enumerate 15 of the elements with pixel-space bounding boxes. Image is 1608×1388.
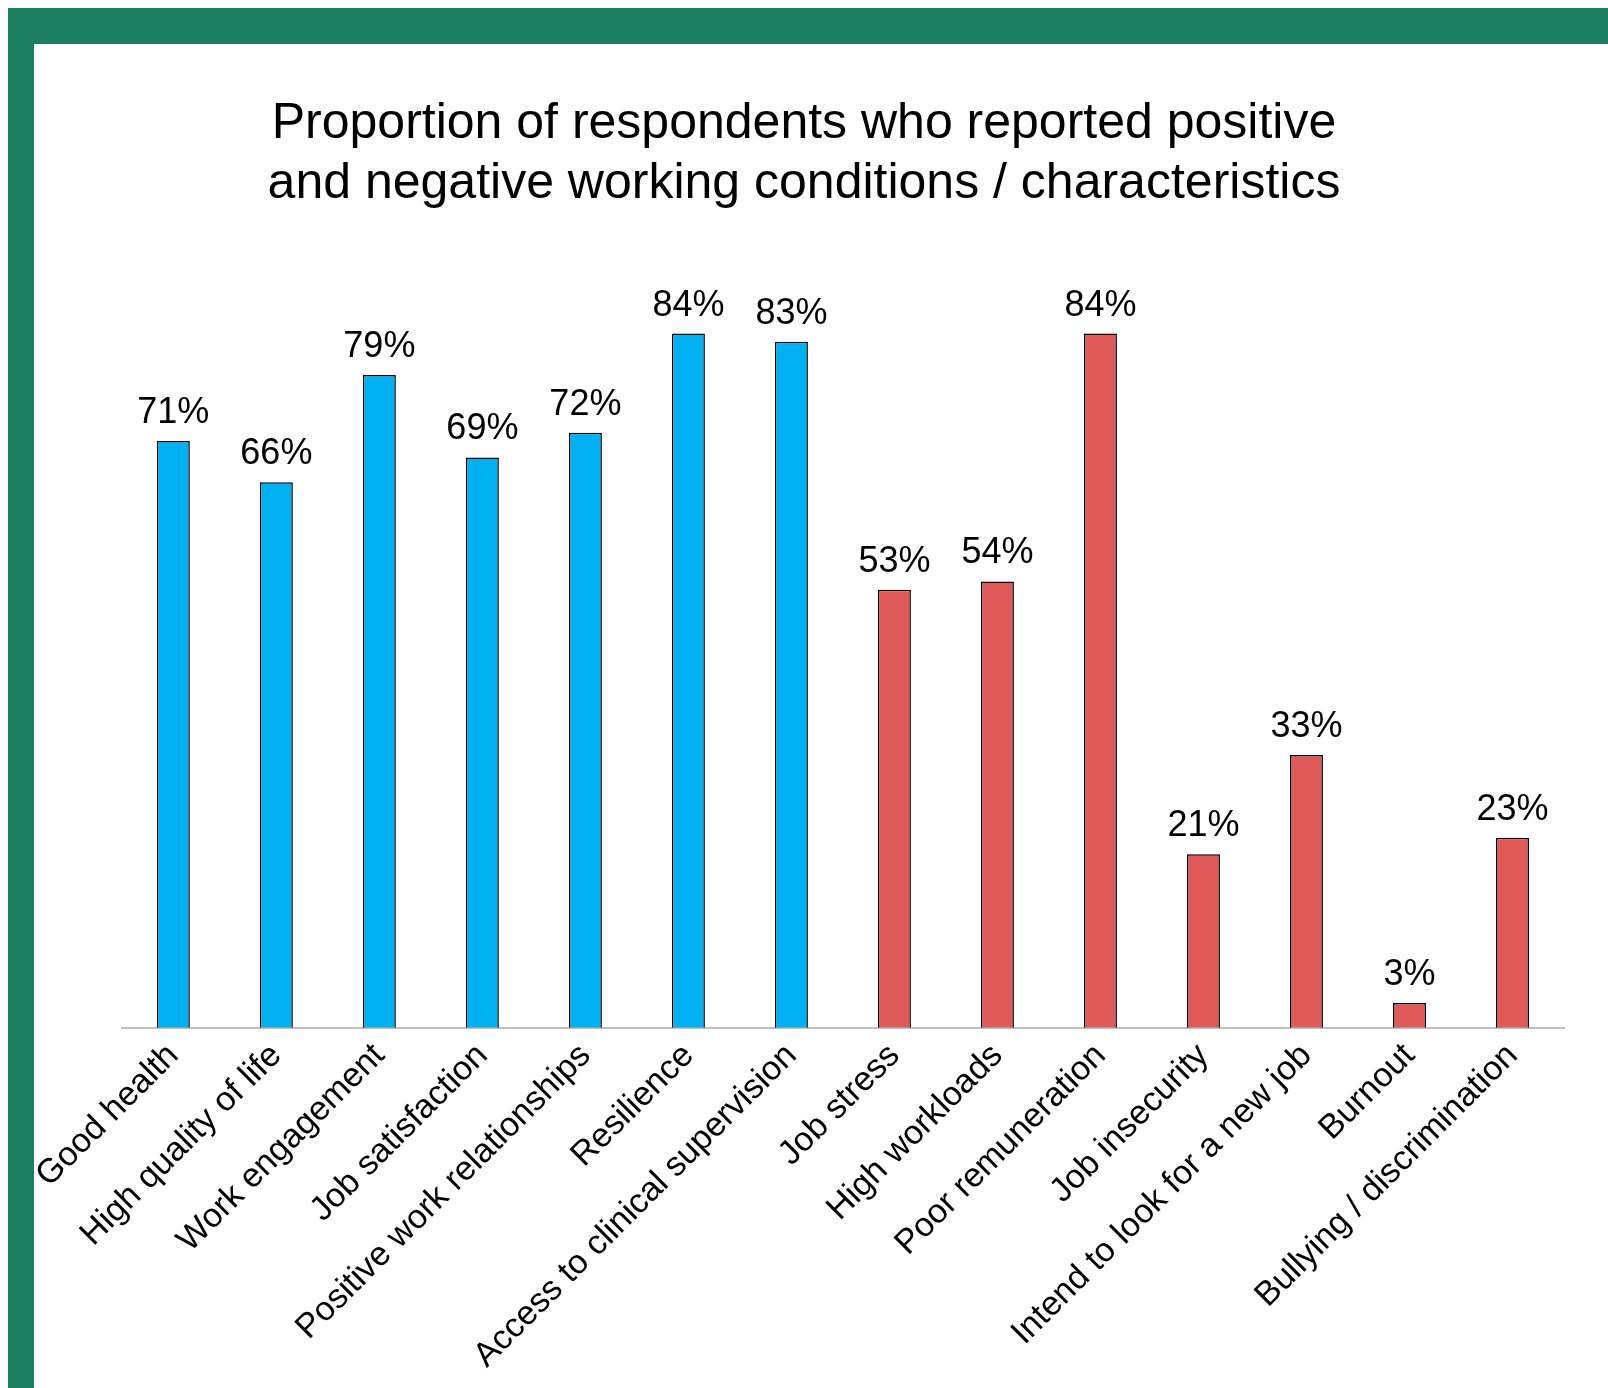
- data-label: 33%: [1270, 704, 1343, 746]
- data-label: 84%: [1064, 282, 1137, 324]
- data-label: 54%: [961, 530, 1034, 572]
- data-label: 21%: [1167, 803, 1240, 845]
- data-label: 66%: [240, 431, 313, 473]
- data-label: 84%: [652, 282, 725, 324]
- data-label: 72%: [549, 381, 622, 423]
- data-label: 3%: [1383, 951, 1436, 993]
- chart-title: Proportion of respondents who reported positive and negative working conditions / characteristics: [267, 92, 1341, 209]
- data-label: 71%: [137, 389, 210, 431]
- data-label: 53%: [858, 538, 931, 580]
- data-label: 79%: [343, 323, 416, 365]
- data-label: 83%: [755, 290, 828, 332]
- data-label: 23%: [1476, 786, 1549, 828]
- data-label: 69%: [446, 406, 519, 448]
